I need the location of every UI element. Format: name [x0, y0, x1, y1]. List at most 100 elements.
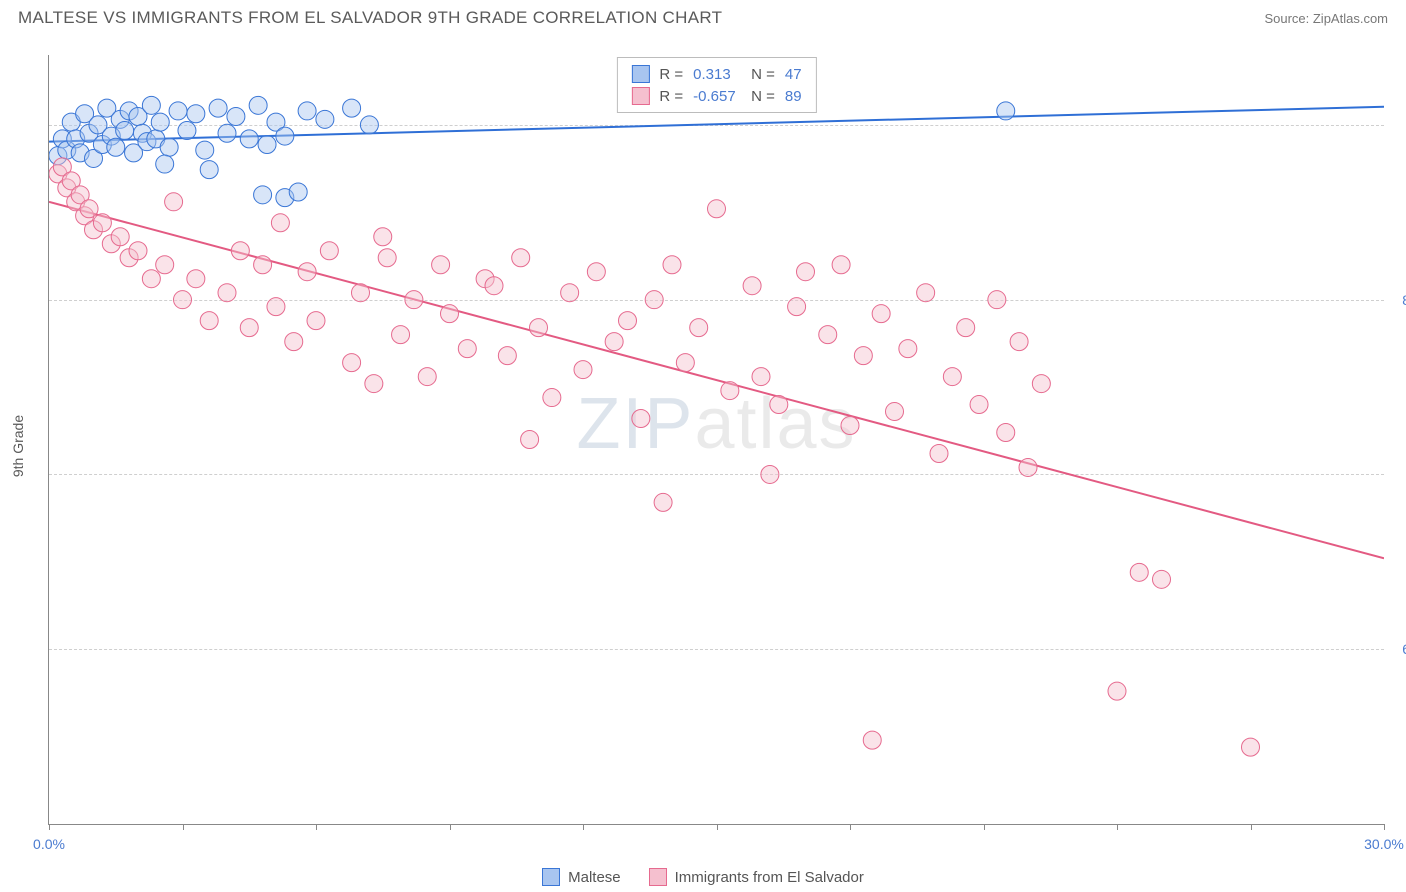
- data-point: [676, 354, 694, 372]
- data-point: [365, 375, 383, 393]
- data-point: [690, 319, 708, 337]
- chart-header: MALTESE VS IMMIGRANTS FROM EL SALVADOR 9…: [0, 0, 1406, 34]
- data-point: [187, 105, 205, 123]
- data-point: [107, 138, 125, 156]
- data-point: [196, 141, 214, 159]
- data-point: [521, 431, 539, 449]
- data-point: [899, 340, 917, 358]
- data-point: [854, 347, 872, 365]
- data-point: [663, 256, 681, 274]
- x-tick: [850, 824, 851, 830]
- data-point: [174, 291, 192, 309]
- data-point: [254, 256, 272, 274]
- data-point: [1242, 738, 1260, 756]
- data-point: [957, 319, 975, 337]
- data-point: [151, 113, 169, 131]
- data-point: [316, 110, 334, 128]
- x-tick: [717, 824, 718, 830]
- data-point: [498, 347, 516, 365]
- x-tick: [1117, 824, 1118, 830]
- data-point: [988, 291, 1006, 309]
- data-point: [587, 263, 605, 281]
- data-point: [267, 298, 285, 316]
- scatter-svg: [49, 55, 1384, 824]
- data-point: [160, 138, 178, 156]
- plot-area: ZIPatlas R = 0.313 N = 47 R = -0.657 N =…: [48, 55, 1384, 825]
- data-point: [111, 228, 129, 246]
- data-point: [574, 361, 592, 379]
- n-label: N =: [751, 66, 775, 83]
- data-point: [530, 319, 548, 337]
- data-point: [997, 424, 1015, 442]
- legend-swatch-maltese: [542, 868, 560, 886]
- data-point: [93, 214, 111, 232]
- data-point: [1108, 682, 1126, 700]
- data-point: [886, 403, 904, 421]
- data-point: [645, 291, 663, 309]
- y-tick-label: 62.5%: [1390, 641, 1406, 657]
- data-point: [352, 284, 370, 302]
- n-value-elsalvador: 89: [785, 88, 802, 105]
- data-point: [761, 465, 779, 483]
- legend-item-elsalvador: Immigrants from El Salvador: [649, 868, 864, 886]
- data-point: [485, 277, 503, 295]
- data-point: [209, 99, 227, 117]
- x-tick-label: 0.0%: [33, 836, 65, 852]
- data-point: [218, 284, 236, 302]
- data-point: [142, 270, 160, 288]
- data-point: [343, 99, 361, 117]
- data-point: [392, 326, 410, 344]
- data-point: [788, 298, 806, 316]
- chart-title: MALTESE VS IMMIGRANTS FROM EL SALVADOR 9…: [18, 8, 722, 28]
- data-point: [543, 389, 561, 407]
- n-value-maltese: 47: [785, 66, 802, 83]
- data-point: [970, 396, 988, 414]
- data-point: [752, 368, 770, 386]
- data-point: [165, 193, 183, 211]
- data-point: [218, 124, 236, 142]
- data-point: [240, 319, 258, 337]
- x-tick: [450, 824, 451, 830]
- data-point: [441, 305, 459, 323]
- r-value-maltese: 0.313: [693, 66, 741, 83]
- data-point: [654, 493, 672, 511]
- data-point: [320, 242, 338, 260]
- legend-label-maltese: Maltese: [568, 869, 621, 886]
- data-point: [797, 263, 815, 281]
- data-point: [360, 116, 378, 134]
- data-point: [227, 108, 245, 126]
- chart-source: Source: ZipAtlas.com: [1264, 11, 1388, 26]
- data-point: [249, 96, 267, 114]
- data-point: [872, 305, 890, 323]
- x-tick: [984, 824, 985, 830]
- data-point: [1032, 375, 1050, 393]
- data-point: [512, 249, 530, 267]
- x-tick: [1251, 824, 1252, 830]
- data-point: [770, 396, 788, 414]
- swatch-elsalvador: [631, 87, 649, 105]
- trend-line: [49, 202, 1384, 559]
- n-label: N =: [751, 88, 775, 105]
- data-point: [863, 731, 881, 749]
- data-point: [841, 417, 859, 435]
- legend-swatch-elsalvador: [649, 868, 667, 886]
- y-axis-label: 9th Grade: [10, 415, 26, 477]
- data-point: [285, 333, 303, 351]
- data-point: [1153, 570, 1171, 588]
- data-point: [271, 214, 289, 232]
- data-point: [298, 263, 316, 281]
- data-point: [561, 284, 579, 302]
- data-point: [343, 354, 361, 372]
- legend-label-elsalvador: Immigrants from El Salvador: [675, 869, 864, 886]
- data-point: [943, 368, 961, 386]
- x-tick: [49, 824, 50, 830]
- data-point: [743, 277, 761, 295]
- x-tick: [316, 824, 317, 830]
- data-point: [80, 200, 98, 218]
- data-point: [819, 326, 837, 344]
- swatch-maltese: [631, 65, 649, 83]
- data-point: [187, 270, 205, 288]
- x-tick: [583, 824, 584, 830]
- data-point: [178, 122, 196, 140]
- data-point: [930, 444, 948, 462]
